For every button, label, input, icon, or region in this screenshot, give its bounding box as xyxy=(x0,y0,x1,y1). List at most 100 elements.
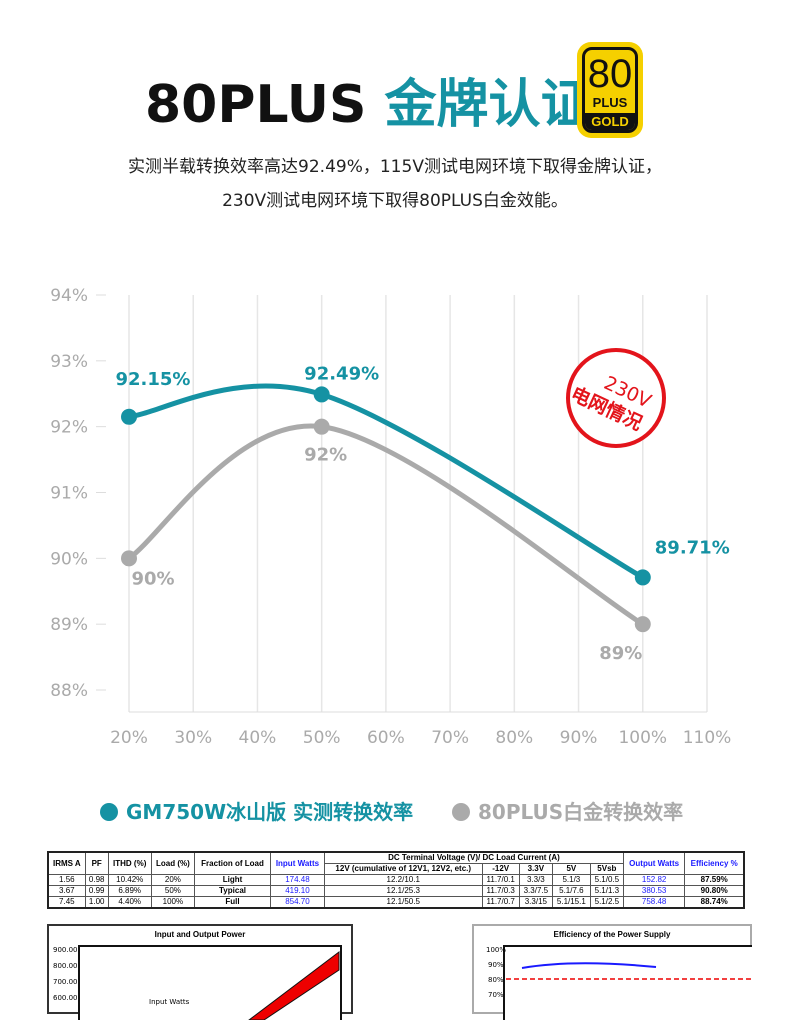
power-plot: 900.00 800.00 700.00 600.00 Input Watts xyxy=(53,945,342,1020)
x-tick-label: 80% xyxy=(495,728,533,748)
efficiency-mini-chart: Efficiency of the Power Supply 100% 90% … xyxy=(472,924,752,1020)
x-tick-label: 20% xyxy=(110,728,148,748)
th-irms: IRMS A xyxy=(47,851,86,875)
table-cell: 1.56 xyxy=(47,874,86,886)
mini-chart-title: Input and Output Power xyxy=(154,930,246,939)
ytick: 900.00 xyxy=(53,946,78,954)
legend-primary: GM750W冰山版 实测转换效率 xyxy=(100,796,413,825)
table-cell: 5.1/0.5 xyxy=(589,874,624,886)
x-tick-label: 70% xyxy=(431,728,469,748)
table-cell: 1.00 xyxy=(84,896,109,909)
input-output-power-chart: Input and Output Power 900.00 800.00 700… xyxy=(47,924,353,1020)
table-cell: 12.1/50.5 xyxy=(323,896,483,909)
table-cell: 87.59% xyxy=(684,874,745,886)
table-cell: 419.10 xyxy=(269,885,325,897)
table-cell: Typical xyxy=(194,885,271,897)
y-tick-label: 90% xyxy=(50,549,88,569)
legend-label-primary: GM750W冰山版 实测转换效率 xyxy=(126,800,414,824)
subtitle-line1: 实测半载转换效率高达92.49%，115V测试电网环境下取得金牌认证， xyxy=(128,157,662,177)
table-cell: 4.40% xyxy=(107,896,152,909)
th-fraction: Fraction of Load xyxy=(194,851,271,875)
table-cell: 12.2/10.1 xyxy=(323,874,483,886)
legend-secondary: 80PLUS白金转换效率 xyxy=(452,796,683,825)
ytick: 600.00 xyxy=(53,994,78,1002)
ytick: 80% xyxy=(488,976,504,984)
efficiency-line xyxy=(521,962,657,969)
table-cell: 0.99 xyxy=(84,885,109,897)
x-tick-label: 110% xyxy=(683,728,732,748)
table-cell: 100% xyxy=(150,896,196,909)
th-sub: -12V xyxy=(481,863,520,875)
th-load: Load (%) xyxy=(150,851,196,875)
ytick: 800.00 xyxy=(53,962,78,970)
th-ithd: ITHD (%) xyxy=(107,851,152,875)
table-cell: 50% xyxy=(150,885,196,897)
x-tick-label: 30% xyxy=(174,728,212,748)
x-tick-label: 60% xyxy=(367,728,405,748)
table-cell: Full xyxy=(194,896,271,909)
table-cell: 3.3/7.5 xyxy=(518,885,553,897)
th-sub: 5Vsb xyxy=(589,863,624,875)
data-point xyxy=(313,418,330,435)
data-label: 90% xyxy=(131,568,174,589)
th-eff: Efficiency % xyxy=(684,851,745,875)
x-tick-label: 100% xyxy=(618,728,667,748)
data-point xyxy=(121,408,137,425)
y-tick-label: 93% xyxy=(50,352,88,372)
th-sub: 3.3V xyxy=(518,863,553,875)
legend-dot-secondary xyxy=(452,803,470,821)
y-tick-label: 89% xyxy=(50,615,88,635)
legend-label-secondary: 80PLUS白金转换效率 xyxy=(478,800,684,824)
table-row: 7.45 1.00 4.40% 100% Full 854.70 12.1/50.5 11.7… xyxy=(47,896,745,909)
page-title: 80PLUS 金牌认证 xyxy=(145,62,593,137)
x-tick-label: 90% xyxy=(560,728,598,748)
table-cell: 854.70 xyxy=(269,896,325,909)
80plus-gold-logo: 80 PLUS GOLD xyxy=(577,42,643,138)
table-row: 3.67 0.99 6.89% 50% Typical 419.10 12.1/25.3 11… xyxy=(47,885,745,897)
table-cell: 12.1/25.3 xyxy=(323,885,483,897)
th-sub: 12V (cumulative of 12V1, 12V2, etc.) xyxy=(323,863,483,875)
table-cell: 90.80% xyxy=(684,885,745,897)
subtitle-line2: 230V测试电网环境下取得80PLUS白金效能。 xyxy=(222,191,568,211)
table-cell: 5.1/1.3 xyxy=(589,885,624,897)
table-cell: 3.3/15 xyxy=(518,896,553,909)
mini-chart-title: Efficiency of the Power Supply xyxy=(553,930,671,939)
table-cell: Light xyxy=(194,874,271,886)
data-label: 92% xyxy=(304,445,347,466)
table-cell: 5.1/3 xyxy=(551,874,591,886)
table-cell: 0.98 xyxy=(84,874,109,886)
table-cell: 20% xyxy=(150,874,196,886)
th-output: Output Watts xyxy=(622,851,686,875)
ytick: 100% xyxy=(486,946,506,954)
stamp-circle xyxy=(566,348,666,448)
logo-number: 80 xyxy=(587,52,633,96)
table-cell: 758.48 xyxy=(622,896,686,909)
table-cell: 11.7/0.1 xyxy=(481,874,520,886)
title-gold-cert: 金牌认证 xyxy=(384,75,593,135)
table-cell: 6.89% xyxy=(107,885,152,897)
table-cell: 5.1/2.5 xyxy=(589,896,624,909)
test-results-table: IRMS A PF ITHD (%) Load (%) Fraction of … xyxy=(47,851,745,909)
x-tick-label: 50% xyxy=(303,728,341,748)
table-row: 1.56 0.98 10.42% 20% Light 174.48 12.2/10.1 11.… xyxy=(47,874,745,886)
data-point xyxy=(313,386,330,403)
table-cell: 3.67 xyxy=(47,885,86,897)
data-label: 92.15% xyxy=(116,369,191,390)
logo-plus: PLUS xyxy=(592,95,628,110)
th-pf: PF xyxy=(84,851,109,875)
table-cell: 174.48 xyxy=(269,874,325,886)
y-tick-label: 88% xyxy=(50,681,88,701)
table-cell: 88.74% xyxy=(684,896,745,909)
data-label: 89.71% xyxy=(655,537,730,558)
y-tick-label: 92% xyxy=(50,418,88,438)
data-point xyxy=(634,616,651,633)
data-point xyxy=(634,569,651,586)
ytick: 700.00 xyxy=(53,978,78,986)
table-cell: 10.42% xyxy=(107,874,152,886)
data-point xyxy=(121,550,137,567)
input-watts-label: Input Watts xyxy=(149,998,190,1006)
ytick: 70% xyxy=(488,991,504,999)
logo-tier: GOLD xyxy=(585,113,635,130)
series-line-0 xyxy=(128,383,645,580)
table-cell: 5.1/7.6 xyxy=(551,885,591,897)
